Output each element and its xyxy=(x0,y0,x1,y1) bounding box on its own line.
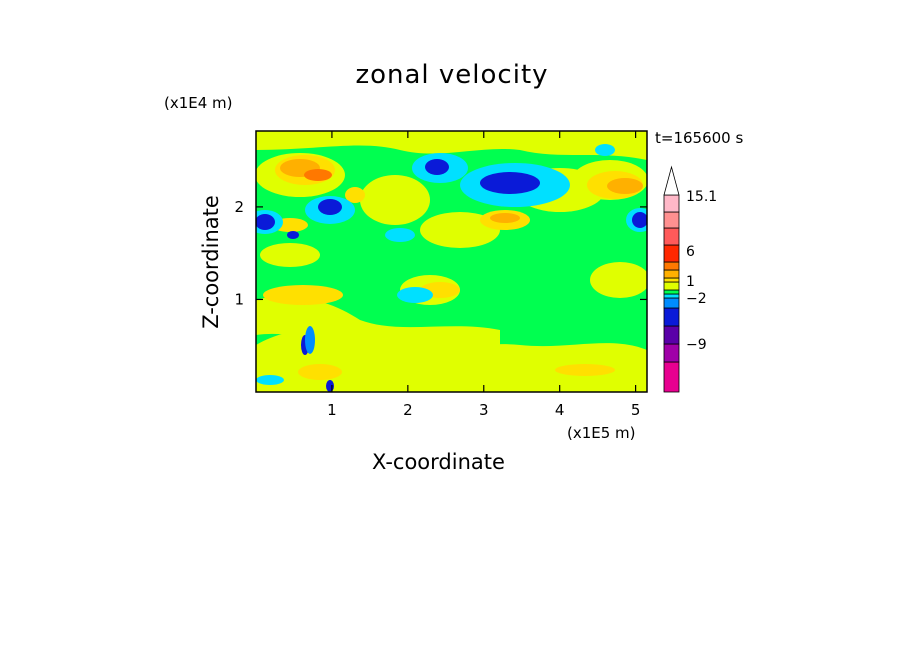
x-tick-label: 5 xyxy=(631,401,641,419)
x-tick-label: 3 xyxy=(479,401,489,419)
level-region xyxy=(298,364,342,380)
level-region xyxy=(595,144,615,156)
colorbar-level xyxy=(663,307,680,327)
level-region xyxy=(632,212,647,228)
colorbar-label: −9 xyxy=(686,337,707,353)
level-region xyxy=(260,243,320,267)
x-tick-label: 1 xyxy=(327,401,337,419)
level-region xyxy=(385,228,415,242)
colorbar: 15.1 6 1−2 −9 xyxy=(663,165,717,393)
level-region xyxy=(420,212,500,248)
colorbar-level xyxy=(663,261,680,271)
level-region xyxy=(480,172,540,194)
colorbar-level xyxy=(663,281,680,291)
level-region xyxy=(318,199,342,215)
x-axis-label: X-coordinate xyxy=(372,450,505,474)
colorbar-level xyxy=(663,244,680,263)
y-axis: 12 xyxy=(234,198,647,308)
colorbar-label: 1 xyxy=(686,274,695,290)
colorbar-level xyxy=(663,269,680,279)
x-tick-label: 2 xyxy=(403,401,413,419)
y-tick-label: 1 xyxy=(234,290,244,308)
level-region xyxy=(287,231,299,239)
level-region xyxy=(490,213,520,223)
x-tick-label: 4 xyxy=(555,401,565,419)
colorbar-level xyxy=(663,325,680,345)
level-region xyxy=(345,187,365,203)
level-region xyxy=(555,364,615,376)
level-region xyxy=(607,178,643,194)
level-region xyxy=(256,375,284,385)
colorbar-level xyxy=(663,194,680,213)
y-axis-unit: (x1E4 m) xyxy=(164,94,233,112)
level-region xyxy=(304,169,332,181)
colorbar-level xyxy=(663,293,680,299)
colorbar-label: 6 xyxy=(686,244,695,260)
level-region xyxy=(425,159,449,175)
level-region xyxy=(360,175,430,225)
colorbar-level xyxy=(663,211,680,229)
level-region xyxy=(256,214,275,230)
colorbar-level xyxy=(663,277,680,283)
chart-title: zonal velocity xyxy=(355,60,549,90)
level-region xyxy=(305,326,315,354)
plot-frame xyxy=(255,130,648,393)
colorbar-level xyxy=(663,289,680,295)
colorbar-level xyxy=(663,227,680,246)
colorbar-level xyxy=(663,361,680,393)
colorbar-level xyxy=(663,297,680,309)
x-axis-unit: (x1E5 m) xyxy=(567,424,636,442)
level-region xyxy=(256,131,647,160)
colorbar-level xyxy=(663,343,680,363)
contour-field xyxy=(256,131,647,392)
level-region xyxy=(397,287,433,303)
y-tick-label: 2 xyxy=(234,198,244,216)
colorbar-label: 15.1 xyxy=(686,189,717,205)
level-region xyxy=(326,380,334,392)
colorbar-extend-triangle xyxy=(663,165,680,196)
colorbar-label: −2 xyxy=(686,291,707,307)
level-region xyxy=(256,296,500,359)
x-axis: 1 2 3 4 5 xyxy=(327,131,640,419)
level-region xyxy=(590,262,647,298)
time-label: t=165600 s xyxy=(655,129,744,147)
level-region xyxy=(263,285,343,305)
